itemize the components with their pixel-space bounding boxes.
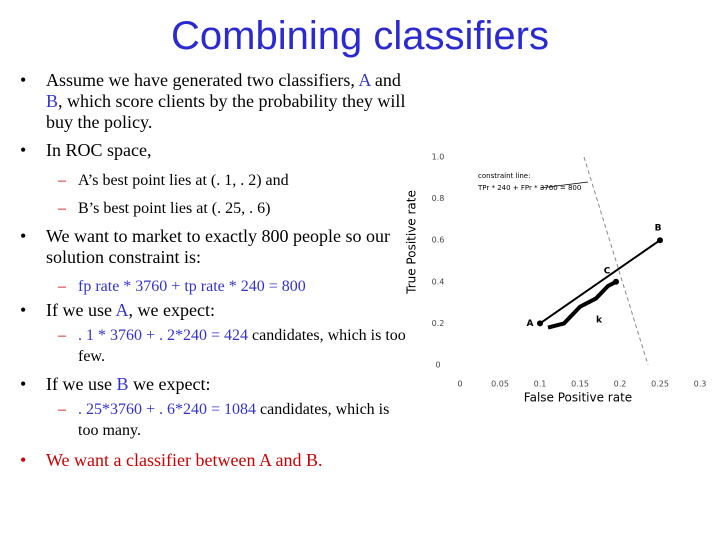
x-axis-label: False Positive rate xyxy=(524,391,632,405)
bullet-marker: – xyxy=(58,278,66,295)
bullet-marker: – xyxy=(58,172,66,189)
bullet: • We want a classifier between A and B. xyxy=(20,450,411,471)
text-run: If we use xyxy=(46,300,116,320)
bullet-marker: • xyxy=(20,374,27,394)
bullet: – A’s best point lies at (. 1, . 2) and xyxy=(58,170,408,191)
x-tick-label: 0 xyxy=(457,380,462,389)
y-tick-label: 0.8 xyxy=(432,194,445,203)
text-run: If we use xyxy=(46,374,117,394)
curve-label: k xyxy=(596,315,603,325)
y-axis-label: True Positive rate xyxy=(405,190,419,295)
bullet-marker: • xyxy=(20,450,27,470)
text-run: We want a classifier between A and B. xyxy=(46,450,323,470)
y-tick-label: 0.2 xyxy=(432,319,445,328)
text-run: In ROC space, xyxy=(46,140,152,160)
point-label: C xyxy=(604,266,611,276)
text-run: . 1 * 3760 + . 2*240 = 424 xyxy=(78,327,249,344)
y-tick-label: 1.0 xyxy=(432,153,445,162)
bullet: –. 25*3760 + . 6*240 = 1084 candidates, … xyxy=(58,399,408,441)
text-run: candidates, which is too many. xyxy=(78,401,390,439)
bullet-marker: • xyxy=(20,70,27,90)
bullet-marker: – xyxy=(58,327,66,344)
text-run: we expect: xyxy=(128,374,211,394)
text-run: , we expect: xyxy=(128,300,215,320)
x-tick-label: 0.05 xyxy=(491,380,509,389)
x-tick-label: 0.2 xyxy=(614,380,627,389)
bullet: – fp rate * 3760 + tp rate * 240 = 800 xyxy=(58,276,408,297)
text-run: and xyxy=(370,70,401,90)
text-run: A xyxy=(358,70,371,90)
x-tick-label: 0.1 xyxy=(534,380,547,389)
text-run: A’s best point lies at (. 1, . 2) and xyxy=(78,172,289,189)
y-tick-label: 0 xyxy=(435,361,440,370)
bullet: • If we use A, we expect: xyxy=(20,300,411,321)
curve xyxy=(539,239,661,325)
text-run: Assume we have generated two classifiers… xyxy=(46,70,359,90)
curve xyxy=(547,280,617,330)
constraint-line xyxy=(583,156,649,366)
text-run: fp rate * 3760 + tp rate * 240 = 800 xyxy=(78,278,306,295)
point-label: A xyxy=(527,319,534,329)
y-tick-label: 0.6 xyxy=(432,236,445,245)
bullet: • In ROC space, xyxy=(20,140,411,161)
bullet: – B’s best point lies at (. 25, . 6) xyxy=(58,198,408,219)
text-run: . 25*3760 + . 6*240 = 1084 xyxy=(78,401,257,418)
text-run: B’s best point lies at (. 25, . 6) xyxy=(78,200,271,217)
annotation: constraint line: xyxy=(478,172,530,180)
x-tick-label: 0.3 xyxy=(694,380,707,389)
bullet-marker: – xyxy=(58,200,66,217)
annotation: TPr * 240 + FPr * 3760 = 800 xyxy=(477,184,581,192)
text-run: , which score clients by the probability… xyxy=(46,91,406,132)
text-run: B xyxy=(116,374,129,394)
text-run: B xyxy=(46,91,59,111)
bullet: • We want to market to exactly 800 people… xyxy=(20,226,411,268)
point-label: B xyxy=(655,224,662,234)
x-tick-label: 0.15 xyxy=(571,380,589,389)
point xyxy=(613,278,619,285)
y-tick-label: 0.4 xyxy=(432,277,445,286)
bullet: –. 1 * 3760 + . 2*240 = 424 candidates, … xyxy=(58,325,408,367)
text-run: We want to market to exactly 800 people … xyxy=(46,226,390,267)
bullet: • Assume we have generated two classifier… xyxy=(20,70,411,133)
bullet-marker: • xyxy=(20,300,27,320)
text-run: candidates, which is too few. xyxy=(78,327,406,365)
bullet-marker: • xyxy=(20,226,27,246)
bullet-marker: • xyxy=(20,140,27,160)
point xyxy=(657,237,663,244)
slide-title: Combining classifiers xyxy=(171,14,549,58)
bullet-marker: – xyxy=(58,401,66,418)
text-run: A xyxy=(115,300,129,320)
annotation-arrow xyxy=(539,181,589,189)
x-tick-label: 0.25 xyxy=(651,380,669,389)
point xyxy=(537,320,543,327)
bullet: • If we use B we expect: xyxy=(20,374,411,395)
